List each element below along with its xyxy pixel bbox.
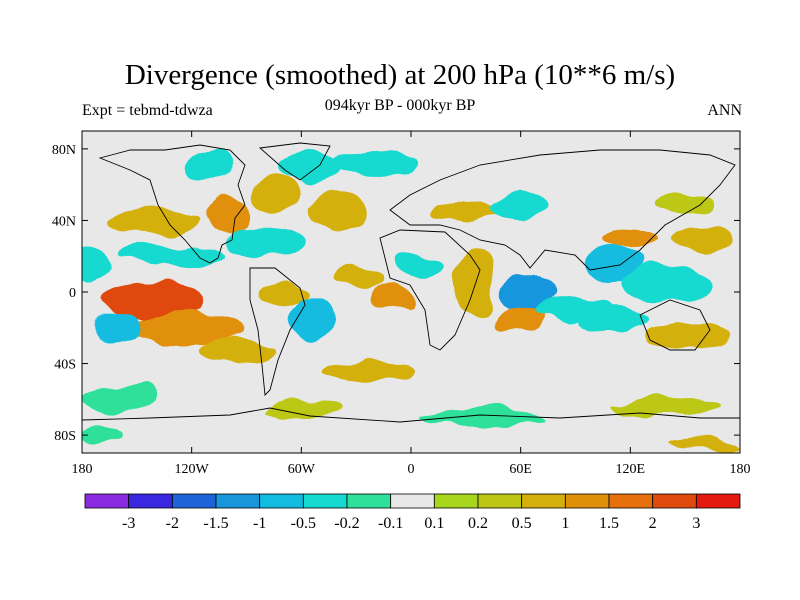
anomaly-region bbox=[392, 254, 448, 276]
anomaly-region bbox=[182, 152, 238, 182]
x-tick-label: 0 bbox=[408, 462, 415, 477]
anomaly-region bbox=[584, 247, 640, 284]
coast-south-america bbox=[249, 267, 306, 396]
colorbar-label: 3 bbox=[692, 515, 700, 532]
coast-antarctica bbox=[82, 407, 740, 423]
colorbar-box bbox=[302, 493, 348, 509]
season-label: ANN bbox=[707, 102, 742, 119]
y-tick-label: 0 bbox=[69, 286, 76, 301]
anomaly-region bbox=[602, 227, 658, 250]
period-label: 094kyr BP - 000kyr BP bbox=[324, 97, 476, 114]
anomaly-region bbox=[639, 322, 731, 352]
colorbar-box bbox=[390, 493, 435, 509]
anomaly-region bbox=[277, 152, 344, 182]
x-tick-label: 180 bbox=[72, 462, 93, 477]
anomaly-region bbox=[82, 385, 156, 414]
x-tick-label: 60E bbox=[509, 462, 532, 477]
anomaly-region bbox=[429, 200, 503, 223]
y-tick-label: 40N bbox=[52, 214, 76, 229]
colorbar-label: -0.5 bbox=[291, 515, 316, 532]
coastlines bbox=[82, 142, 740, 423]
axis-ticks: 180 120W 60W 0 60E 120E 180 80N 40N 0 40S 80S bbox=[52, 131, 751, 477]
colorbar-box bbox=[171, 493, 217, 509]
colorbar-label: -2 bbox=[166, 515, 179, 532]
anomaly-region bbox=[370, 281, 415, 310]
colorbar-box bbox=[608, 493, 654, 509]
colorbar-box bbox=[564, 493, 610, 509]
anomaly-region bbox=[456, 247, 494, 319]
colorbar-box bbox=[84, 493, 130, 509]
colorbar-label: 1.5 bbox=[599, 515, 619, 532]
colorbar-box bbox=[521, 493, 566, 509]
colorbar: -3 -2 -1.5 -1 -0.5 -0.2 -0.1 0.1 0.2 0.5 1 1.5 2 3 bbox=[84, 493, 741, 532]
anomaly-region bbox=[319, 361, 411, 384]
anomaly-region bbox=[82, 247, 110, 284]
anomaly-region bbox=[657, 191, 713, 214]
coast-greenland bbox=[258, 142, 331, 181]
colorbar-box bbox=[695, 493, 741, 509]
colorbar-label: 0.2 bbox=[468, 515, 488, 532]
anomaly-region bbox=[330, 266, 382, 289]
y-tick-label: 80N bbox=[52, 143, 76, 158]
anomaly-region bbox=[621, 265, 713, 301]
colorbar-label: -0.1 bbox=[378, 515, 403, 532]
anomaly-region bbox=[82, 427, 123, 443]
colorbar-label: 0.5 bbox=[512, 515, 532, 532]
anomaly-region bbox=[228, 227, 302, 257]
coast-australia bbox=[639, 299, 711, 351]
anomaly-region bbox=[666, 438, 740, 450]
anomaly-region bbox=[420, 408, 549, 427]
coast-africa bbox=[379, 229, 481, 351]
anomaly-region bbox=[328, 152, 421, 174]
colorbar-box bbox=[652, 493, 697, 509]
anomaly-region bbox=[264, 399, 338, 418]
colorbar-label: 0.1 bbox=[424, 515, 444, 532]
y-tick-label: 80S bbox=[54, 429, 76, 444]
colorbar-box bbox=[346, 493, 392, 509]
anomaly-region bbox=[493, 191, 549, 221]
anomaly-region bbox=[118, 245, 229, 267]
colorbar-label: -3 bbox=[122, 515, 135, 532]
anomaly-region bbox=[136, 313, 247, 343]
anomaly-region bbox=[670, 227, 737, 250]
anomaly-region bbox=[246, 175, 302, 212]
x-tick-label: 120W bbox=[175, 462, 210, 477]
anomaly-region bbox=[304, 193, 371, 230]
anomaly-region bbox=[109, 206, 201, 235]
colorbar-label: 2 bbox=[649, 515, 657, 532]
chart-title: Divergence (smoothed) at 200 hPa (10**6 … bbox=[124, 59, 676, 91]
anomaly-region bbox=[502, 274, 558, 310]
colorbar-box bbox=[477, 493, 523, 509]
anomaly-region bbox=[255, 281, 311, 303]
anomaly-region bbox=[92, 313, 145, 343]
x-tick-label: 180 bbox=[730, 462, 751, 477]
colorbar-label: -1.5 bbox=[203, 515, 228, 532]
anomaly-region bbox=[575, 308, 649, 330]
colorbar-box bbox=[128, 493, 173, 509]
x-tick-label: 120E bbox=[616, 462, 646, 477]
coast-north-america bbox=[98, 144, 246, 264]
anomaly-region bbox=[103, 281, 207, 321]
x-tick-label: 60W bbox=[288, 462, 316, 477]
y-tick-label: 40S bbox=[54, 358, 76, 373]
colorbar-box bbox=[433, 493, 479, 509]
coast-eurasia bbox=[389, 149, 736, 271]
anomaly-region bbox=[206, 198, 251, 235]
anomaly-region bbox=[493, 304, 549, 334]
experiment-label: Expt = tebmd-tdwza bbox=[82, 102, 213, 119]
colorbar-label: -0.2 bbox=[334, 515, 359, 532]
colorbar-box bbox=[259, 493, 304, 509]
anomaly-region bbox=[197, 336, 278, 362]
colorbar-label: 1 bbox=[561, 515, 569, 532]
anomaly-region bbox=[612, 397, 722, 420]
anomaly-region bbox=[284, 297, 337, 341]
colorbar-label: -1 bbox=[253, 515, 266, 532]
colorbar-box bbox=[215, 493, 261, 509]
